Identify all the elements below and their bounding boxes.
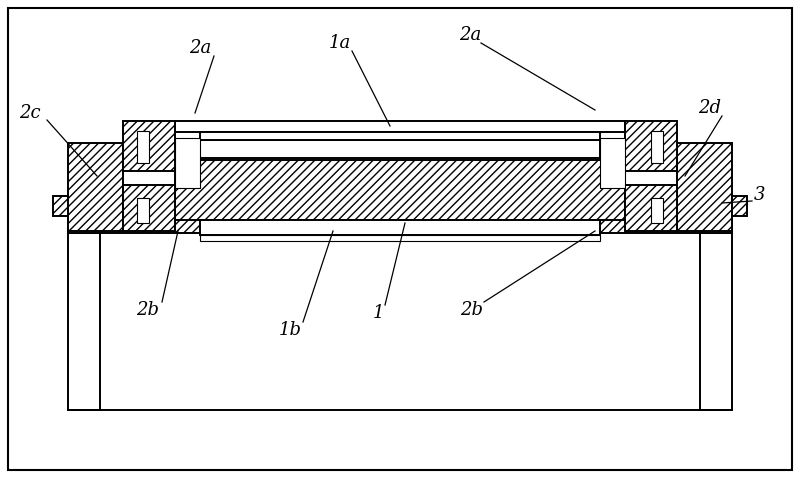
Bar bbox=[651, 131, 663, 163]
Bar bbox=[200, 220, 600, 235]
Text: 1a: 1a bbox=[329, 34, 351, 52]
Text: 2b: 2b bbox=[461, 301, 483, 319]
Bar bbox=[625, 185, 677, 231]
Text: 3: 3 bbox=[754, 186, 766, 204]
Bar bbox=[123, 121, 175, 171]
Text: 2c: 2c bbox=[19, 104, 41, 122]
Bar bbox=[677, 143, 732, 231]
Text: 1b: 1b bbox=[278, 321, 302, 339]
Bar bbox=[200, 235, 600, 241]
Bar bbox=[123, 185, 175, 231]
Bar bbox=[175, 150, 625, 160]
Bar bbox=[175, 138, 200, 188]
Bar bbox=[68, 143, 123, 231]
Bar bbox=[651, 198, 663, 223]
Bar bbox=[200, 140, 600, 158]
Text: 2d: 2d bbox=[698, 99, 722, 117]
Bar bbox=[137, 198, 149, 223]
Text: 2b: 2b bbox=[137, 301, 159, 319]
Bar bbox=[137, 131, 149, 163]
Bar bbox=[200, 132, 600, 140]
Bar bbox=[53, 196, 68, 216]
Bar bbox=[68, 233, 100, 410]
Bar bbox=[700, 233, 732, 410]
Text: 2a: 2a bbox=[189, 39, 211, 57]
Bar bbox=[625, 121, 677, 171]
Text: 2a: 2a bbox=[459, 26, 481, 44]
Bar bbox=[68, 205, 732, 233]
Text: 1: 1 bbox=[372, 304, 384, 322]
Bar bbox=[175, 121, 625, 132]
Bar bbox=[600, 138, 625, 188]
Bar bbox=[732, 196, 747, 216]
Bar bbox=[175, 158, 625, 220]
